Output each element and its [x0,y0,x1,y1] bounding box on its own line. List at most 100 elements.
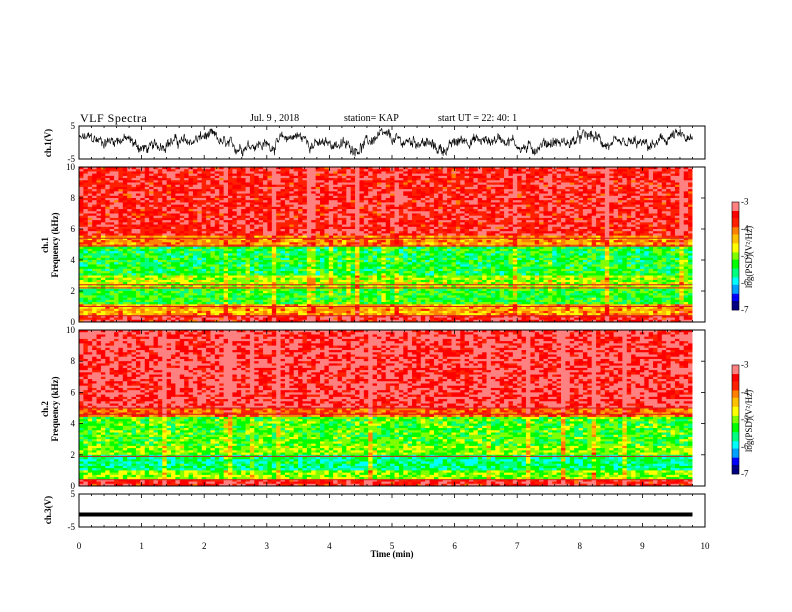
ch1-spectrogram-cell [525,191,531,194]
ch1-spectrogram-cell [455,202,461,206]
ch1-spectrogram-cell [236,171,242,175]
ch1-spectrogram-cell [412,180,417,183]
ch1-spectrogram-cell [87,224,93,228]
ch1-spectrogram-cell [490,220,496,223]
ch1-spectrogram-cell [289,189,295,192]
ch1-spectrogram-cell [521,175,527,179]
ch1-spectrogram-cell [171,171,176,175]
ch1-spectrogram-cell [534,175,540,179]
ch1-spectrogram-cell [565,180,571,183]
ch1-spectrogram-cell [407,202,413,206]
ch1-spectrogram-cell [298,191,303,194]
ch1-spectrogram-cell [258,204,264,208]
ch1-spectrogram-cell [429,184,435,188]
ch1-spectrogram-cell [157,202,163,206]
ch1-spectrogram-cell [578,215,584,219]
ch1-spectrogram-cell [363,213,369,217]
ch1-spectrogram-cell [135,169,141,172]
ch1-spectrogram-cell [679,231,685,234]
ch1-spectrogram-cell [267,211,273,214]
ch1-spectrogram-cell [227,204,233,208]
ch1-spectrogram-cell [517,189,522,192]
ch1-spectrogram-cell [565,195,571,199]
ch1-spectrogram-cell [79,180,84,183]
ch1-spectrogram-cell [530,224,536,228]
ch1-spectrogram-cell [613,224,619,228]
ch1-spectrogram-cell [206,175,211,179]
ch1-spectrogram-cell [87,175,93,179]
ch1-spectrogram-cell [171,169,176,172]
ch1-spectrogram-cell [131,195,137,199]
ch1-spectrogram-cell [613,180,619,183]
ch1-spectrogram-cell [263,180,268,183]
ch1-spectrogram-cell [157,178,163,181]
ch1-spectrogram-cell [241,193,246,197]
ch1-spectrogram-cell [245,220,251,223]
ch1-spectrogram-cell [543,171,549,175]
ch1-spectrogram-cell [552,209,558,212]
ch1-spectrogram-cell [118,231,124,234]
ch1-spectrogram-cell [517,169,522,172]
ch1-spectrogram-cell [302,240,308,243]
ch1-spectrogram-cell [127,215,132,219]
ch1-spectrogram-cell [346,178,352,181]
ch1-spectrogram-cell [219,240,224,243]
ch1-spectrogram-cell [429,169,435,172]
ch1-spectrogram-cell [679,169,685,172]
ch1-spectrogram-cell [289,195,295,199]
ch1-spectrogram-cell [552,186,558,190]
ch1-spectrogram-cell [600,182,606,186]
ch1-spectrogram-cell [469,231,474,234]
ch1-spectrogram-cell [162,213,168,217]
ch1-spectrogram-cell [271,213,277,217]
ch1-spectrogram-cell [363,215,369,219]
ch1-spectrogram-cell [83,198,89,201]
ch1-spectrogram-cell [613,198,619,201]
ch1-spectrogram-cell [674,206,680,210]
ch1-spectrogram-cell [657,220,663,223]
ch1-spectrogram-cell [460,209,466,212]
ch1-spectrogram-cell [350,224,356,228]
ch1-spectrogram-cell [442,209,448,212]
ch1-spectrogram-cell [306,240,312,243]
ch1-spectrogram-cell [210,198,216,201]
ch1-spectrogram-cell [582,180,588,183]
ch1-spectrogram-cell [249,200,255,203]
ch1-spectrogram-cell [96,186,102,190]
ch1-spectrogram-cell [276,169,281,172]
ch1-spectrogram-cell [403,175,409,179]
ch1-spectrogram-cell [464,198,470,201]
ch1-spectrogram-cell [302,202,308,206]
ch1-spectrogram-cell [600,186,606,190]
ch1-spectrogram-cell [561,173,566,177]
ch1-spectrogram-cell [214,175,220,179]
ch1-spectrogram-cell [582,186,588,190]
ch1-spectrogram-cell [556,211,562,214]
ch1-spectrogram-cell [201,198,207,201]
ch1-spectrogram-cell [214,195,220,199]
ch1-spectrogram-cell [657,202,663,206]
ch1-spectrogram-cell [206,206,211,210]
ch1-spectrogram-cell [617,215,623,219]
ch1-spectrogram-cell [333,191,338,194]
ch1-spectrogram-cell [617,193,623,197]
ch1-spectrogram-cell [490,240,496,243]
ch1-spectrogram-cell [600,178,606,181]
ch1-spectrogram-cell [429,220,435,223]
ch1-spectrogram-cell [188,240,194,243]
ch1-spectrogram-cell [214,184,220,188]
ch1-spectrogram-cell [490,231,496,234]
ch1-spectrogram-cell [653,206,658,210]
ch1-spectrogram-cell [114,213,119,217]
ch1-spectrogram-cell [587,224,593,228]
ch1-spectrogram-cell [153,193,159,197]
ch1-spectrogram-cell [232,213,238,217]
ch1-spectrogram-cell [666,184,671,188]
ch1-spectrogram-cell [582,189,588,192]
ch1-spectrogram-cell [249,211,255,214]
ch1-spectrogram-cell [565,186,571,190]
ch1-spectrogram-cell [508,182,514,186]
ch1-spectrogram-cell [201,184,207,188]
ch1-spectrogram-cell [530,171,536,175]
ch1-spectrogram-cell [298,209,303,212]
